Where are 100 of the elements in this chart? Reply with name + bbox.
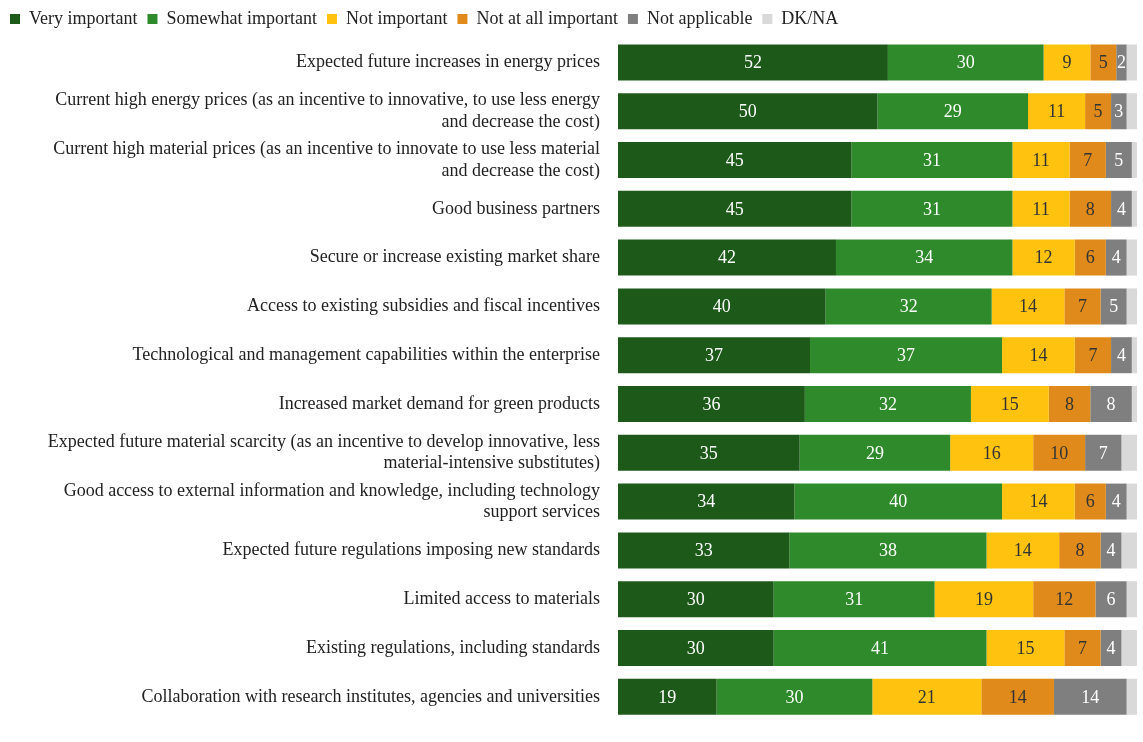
bar [1074, 239, 1106, 276]
bar [618, 44, 888, 81]
bar [1126, 239, 1137, 276]
bar [970, 385, 1049, 423]
bar [618, 483, 795, 520]
data-label: 4 [1111, 247, 1121, 268]
bar [1095, 581, 1127, 618]
bar [1131, 141, 1137, 179]
bar [1074, 483, 1106, 520]
legend-label: Not applicable [646, 7, 753, 28]
bar [1116, 44, 1127, 81]
data-label: 4 [1106, 637, 1116, 658]
data-label: 5 [1109, 296, 1119, 317]
bar [810, 337, 1003, 374]
bar [1100, 288, 1127, 325]
data-label: 32 [899, 296, 918, 317]
bar [1053, 678, 1127, 715]
data-label: 31 [922, 198, 941, 219]
data-label: 45 [725, 149, 744, 170]
data-label: 30 [686, 588, 705, 609]
bar [1002, 483, 1075, 520]
bar [1069, 141, 1106, 179]
data-label: 41 [871, 637, 890, 658]
data-label: 8 [1065, 393, 1075, 414]
bar [1033, 581, 1096, 618]
data-label: 40 [889, 491, 908, 512]
legend-label: Very important [29, 7, 138, 28]
bar [1059, 532, 1101, 569]
bar [986, 629, 1065, 667]
data-label: 3 [1114, 100, 1124, 121]
bar [618, 532, 790, 569]
data-label: 6 [1085, 247, 1095, 268]
bar [851, 190, 1013, 227]
bar [1126, 93, 1137, 130]
bar [950, 434, 1034, 471]
data-label: 21 [917, 686, 936, 707]
data-label: 7 [1078, 296, 1088, 317]
bar [835, 239, 1013, 276]
bar [1126, 483, 1137, 520]
bar [872, 678, 982, 715]
data-label: 10 [1050, 442, 1069, 463]
data-label: 8 [1106, 393, 1116, 414]
bar [1028, 93, 1086, 130]
data-label: 2 [1116, 52, 1126, 73]
bar [618, 337, 811, 374]
legend-label: DK/NA [781, 7, 839, 28]
bar [887, 44, 1044, 81]
data-label: 34 [697, 491, 716, 512]
y-tick-label: Secure or increase existing market share [309, 246, 601, 267]
data-label: 37 [705, 344, 724, 365]
data-label: 32 [878, 393, 897, 414]
bar [618, 190, 852, 227]
data-label: 7 [1078, 637, 1088, 658]
bar [986, 532, 1060, 569]
data-label: 14 [1013, 540, 1032, 561]
y-tick-label: Expected future increases in energy prices [295, 51, 600, 72]
data-label: 16 [982, 442, 1001, 463]
bar [1012, 239, 1075, 276]
bar [1064, 629, 1101, 667]
data-label: 5 [1093, 100, 1103, 121]
y-tick-label: Good business partners [432, 197, 600, 218]
bar [1074, 337, 1112, 374]
bar [1064, 288, 1101, 325]
data-label: 4 [1116, 344, 1126, 365]
bar [618, 141, 852, 179]
bar [1131, 385, 1137, 423]
data-label: 45 [725, 198, 744, 219]
data-label: 8 [1075, 540, 1085, 561]
data-label: 15 [1016, 637, 1035, 658]
bar [981, 678, 1054, 715]
data-label: 7 [1083, 149, 1093, 170]
data-label: 19 [974, 588, 993, 609]
data-label: 42 [717, 247, 736, 268]
bar [1105, 483, 1127, 520]
data-label: 30 [686, 637, 705, 658]
bar [1090, 385, 1132, 423]
bar [1090, 44, 1117, 81]
bar [618, 93, 878, 130]
y-tick-label: Existing regulations, including standards [306, 636, 600, 657]
bar [1111, 93, 1127, 130]
data-label: 11 [1047, 100, 1066, 121]
bar [773, 581, 935, 618]
bar [1105, 239, 1127, 276]
data-label: 31 [922, 149, 941, 170]
y-tick-label: Collaboration with research institutes, agencies and universities [141, 685, 600, 706]
bar [1126, 288, 1137, 325]
bar [804, 385, 971, 423]
data-label: 35 [699, 442, 718, 463]
y-tick-label: Current high material prices (as an incentive to innovate to use less material and decrease the cost) [53, 137, 600, 181]
bar [1105, 141, 1132, 179]
data-label: 14 [1081, 686, 1100, 707]
data-label: 33 [694, 540, 713, 561]
bar [1131, 337, 1137, 374]
bar [618, 581, 774, 618]
bar [1126, 44, 1137, 81]
bar [789, 532, 987, 569]
bar [1121, 532, 1137, 569]
bar [618, 385, 805, 423]
bar [877, 93, 1029, 130]
legend-label: Somewhat important [166, 7, 317, 28]
